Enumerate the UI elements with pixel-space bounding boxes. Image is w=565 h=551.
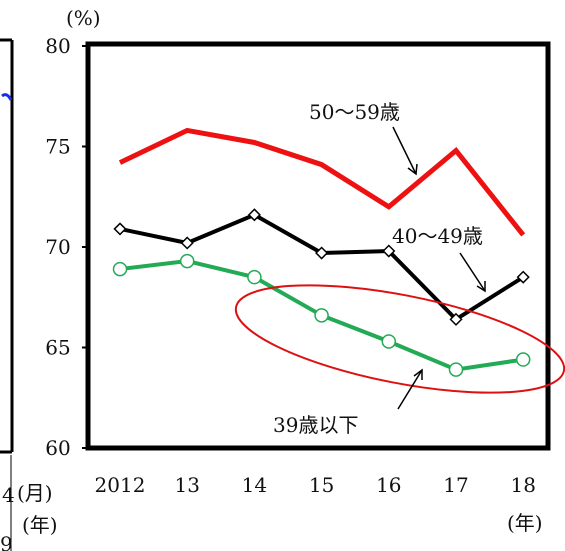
series-line <box>118 127 526 237</box>
series-layer <box>112 127 531 377</box>
x-tick-label: 13 <box>174 473 199 497</box>
arrow-40-49-line <box>459 252 486 292</box>
x-tick-label: 15 <box>309 473 334 497</box>
data-point-diamond <box>113 222 127 236</box>
series-group <box>112 253 531 377</box>
data-point-diamond <box>180 236 194 250</box>
x-tick-label: 17 <box>443 473 468 497</box>
y-tick-label: 80 <box>45 34 70 58</box>
y-axis-ticks <box>82 45 90 449</box>
fragment-year-label: (年) <box>22 513 58 537</box>
arrow-50-59-head <box>407 163 418 176</box>
arrow-39-head <box>413 368 423 380</box>
data-point-circle <box>448 362 464 377</box>
y-axis: 60 65 70 75 80 <box>45 34 70 460</box>
y-tick-label: 75 <box>45 135 70 159</box>
fragment-digit-top: 4 <box>2 483 15 507</box>
y-tick-label: 60 <box>45 436 70 460</box>
data-point-diamond <box>449 312 463 326</box>
data-point-circle <box>247 269 262 285</box>
y-axis-unit: (%) <box>66 6 101 30</box>
data-point-circle <box>179 253 195 269</box>
label-50-59: 50〜59歳 <box>309 100 400 124</box>
data-point-diamond <box>315 246 329 260</box>
x-axis: 2012 13 14 15 16 17 18 <box>95 473 536 497</box>
x-tick-label: 14 <box>242 473 267 497</box>
data-point-circle <box>314 308 329 323</box>
arrow-40-49-head <box>476 281 486 293</box>
x-tick-label: 18 <box>510 473 535 497</box>
annotation-ellipse <box>234 284 565 394</box>
data-point-circle <box>112 261 128 277</box>
fragment-digit-bottom: 9 <box>0 532 13 551</box>
y-tick-label: 70 <box>45 235 70 259</box>
y-tick-label: 65 <box>45 336 70 360</box>
x-axis-unit: (年) <box>507 511 543 535</box>
series-group <box>118 127 526 237</box>
data-point-diamond <box>247 208 261 222</box>
data-point-circle <box>515 352 531 367</box>
arrow-39-line <box>397 369 423 410</box>
x-tick-label: 16 <box>376 473 401 497</box>
arrow-50-59-line <box>392 126 417 175</box>
label-40-49: 40〜49歳 <box>392 224 483 248</box>
fragment-month-label: (月) <box>17 481 53 505</box>
data-point-diamond <box>516 270 530 284</box>
label-39-under: 39歳以下 <box>273 413 358 437</box>
data-point-diamond <box>382 244 396 258</box>
x-tick-label: 2012 <box>95 473 146 497</box>
data-point-circle <box>381 334 397 349</box>
series-group <box>113 208 530 326</box>
fragment-blue-line <box>1 93 13 101</box>
